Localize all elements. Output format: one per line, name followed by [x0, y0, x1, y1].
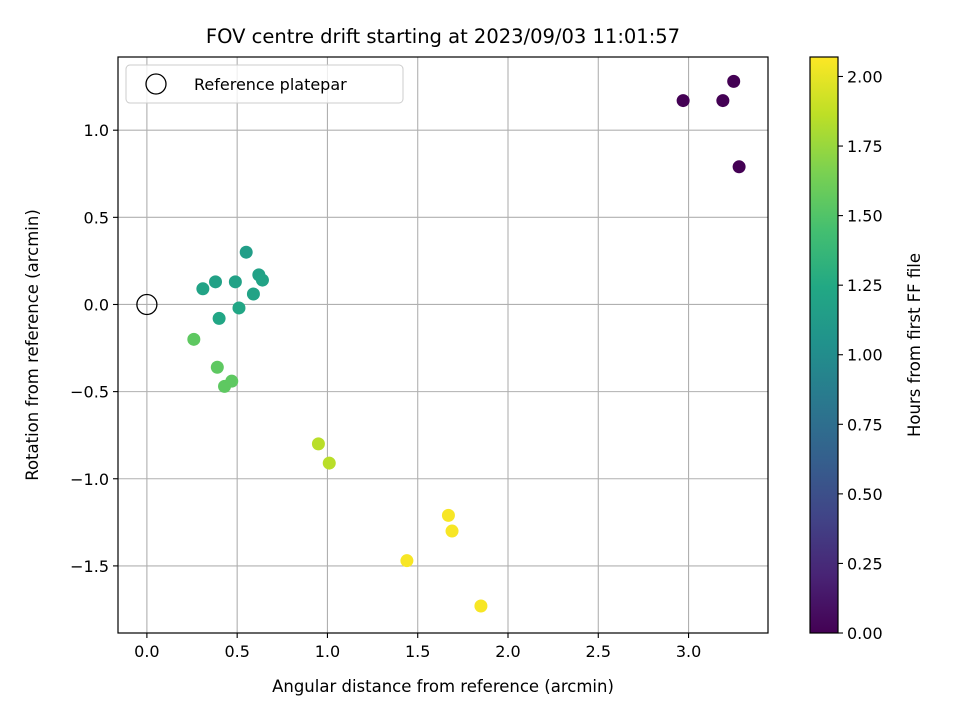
- y-tick-label: −0.5: [70, 383, 109, 402]
- x-tick-label: 1.0: [315, 642, 340, 661]
- y-tick-label: 0.0: [84, 295, 109, 314]
- grid: [118, 57, 768, 633]
- y-tick-label: 1.0: [84, 121, 109, 140]
- colorbar-tick-label: 1.75: [847, 137, 883, 156]
- x-tick-label: 0.0: [134, 642, 159, 661]
- colorbar-tick-label: 0.75: [847, 415, 883, 434]
- legend-box: [125, 64, 404, 104]
- data-point: [676, 94, 690, 108]
- data-point: [232, 301, 246, 315]
- data-points: [187, 74, 746, 613]
- data-point: [196, 282, 210, 296]
- colorbar-frame: [809, 56, 839, 634]
- data-point: [732, 160, 746, 174]
- data-point: [239, 245, 253, 259]
- data-point: [210, 360, 224, 374]
- colorbar-tick-label: 0.00: [847, 624, 883, 643]
- colorbar-tick-label: 0.25: [847, 554, 883, 573]
- plot-area: 0.0 0.5 1.0 1.5 2.0 2.5 3.0 −1.5 −1.0 −0.5 0.0 0.5…: [70, 56, 769, 661]
- x-tick-label: 3.0: [676, 642, 701, 661]
- legend: Reference platepar: [125, 64, 404, 104]
- y-tick-label: −1.0: [70, 470, 109, 489]
- y-axis-label: Rotation from reference (arcmin): [23, 209, 42, 481]
- y-axis: −1.5 −1.0 −0.5 0.0 0.5 1.0: [70, 121, 118, 576]
- x-axis-label: Angular distance from reference (arcmin): [272, 677, 614, 696]
- y-tick-label: 0.5: [84, 208, 109, 227]
- colorbar-tick-label: 2.00: [847, 67, 883, 86]
- colorbar-tick-label: 1.25: [847, 276, 883, 295]
- data-point: [474, 599, 488, 613]
- colorbar-gradient: [810, 57, 838, 633]
- reference-point: [136, 293, 158, 316]
- data-point: [246, 287, 260, 301]
- chart-title: FOV centre drift starting at 2023/09/03 …: [206, 25, 680, 48]
- data-point: [225, 374, 239, 388]
- legend-label: Reference platepar: [194, 75, 347, 94]
- data-point: [400, 554, 414, 568]
- legend-marker: [145, 73, 167, 95]
- data-point: [255, 273, 269, 287]
- x-tick-label: 1.5: [405, 642, 430, 661]
- y-tick-label: −1.5: [70, 557, 109, 576]
- x-tick-label: 2.5: [586, 642, 611, 661]
- plot-frame: [117, 56, 769, 634]
- data-point: [212, 311, 226, 325]
- data-point: [727, 74, 741, 88]
- data-point: [322, 456, 336, 470]
- x-tick-label: 0.5: [224, 642, 249, 661]
- colorbar-ticks: 0.00 0.25 0.50 0.75 1.00 1.25 1.50 1.75 2.00: [838, 67, 883, 643]
- data-point: [311, 437, 325, 451]
- data-point: [209, 275, 222, 289]
- x-tick-label: 2.0: [495, 642, 520, 661]
- data-point: [228, 275, 242, 289]
- reference-marker: [136, 293, 158, 316]
- colorbar-tick-label: 1.00: [847, 346, 883, 365]
- data-point: [187, 332, 201, 346]
- colorbar-tick-label: 1.50: [847, 207, 883, 226]
- x-axis: 0.0 0.5 1.0 1.5 2.0 2.5 3.0: [134, 633, 701, 661]
- colorbar-tick-label: 0.50: [847, 485, 883, 504]
- data-point: [445, 524, 459, 538]
- colorbar-label: Hours from first FF file: [905, 253, 924, 437]
- colorbar: 0.00 0.25 0.50 0.75 1.00 1.25 1.50 1.75 2.00 Hou…: [809, 56, 924, 643]
- data-point: [441, 508, 455, 522]
- data-point: [716, 94, 730, 108]
